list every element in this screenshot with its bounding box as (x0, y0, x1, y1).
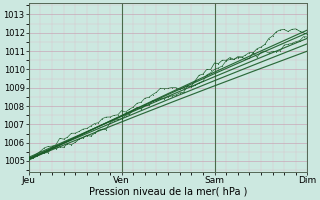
X-axis label: Pression niveau de la mer( hPa ): Pression niveau de la mer( hPa ) (89, 187, 247, 197)
